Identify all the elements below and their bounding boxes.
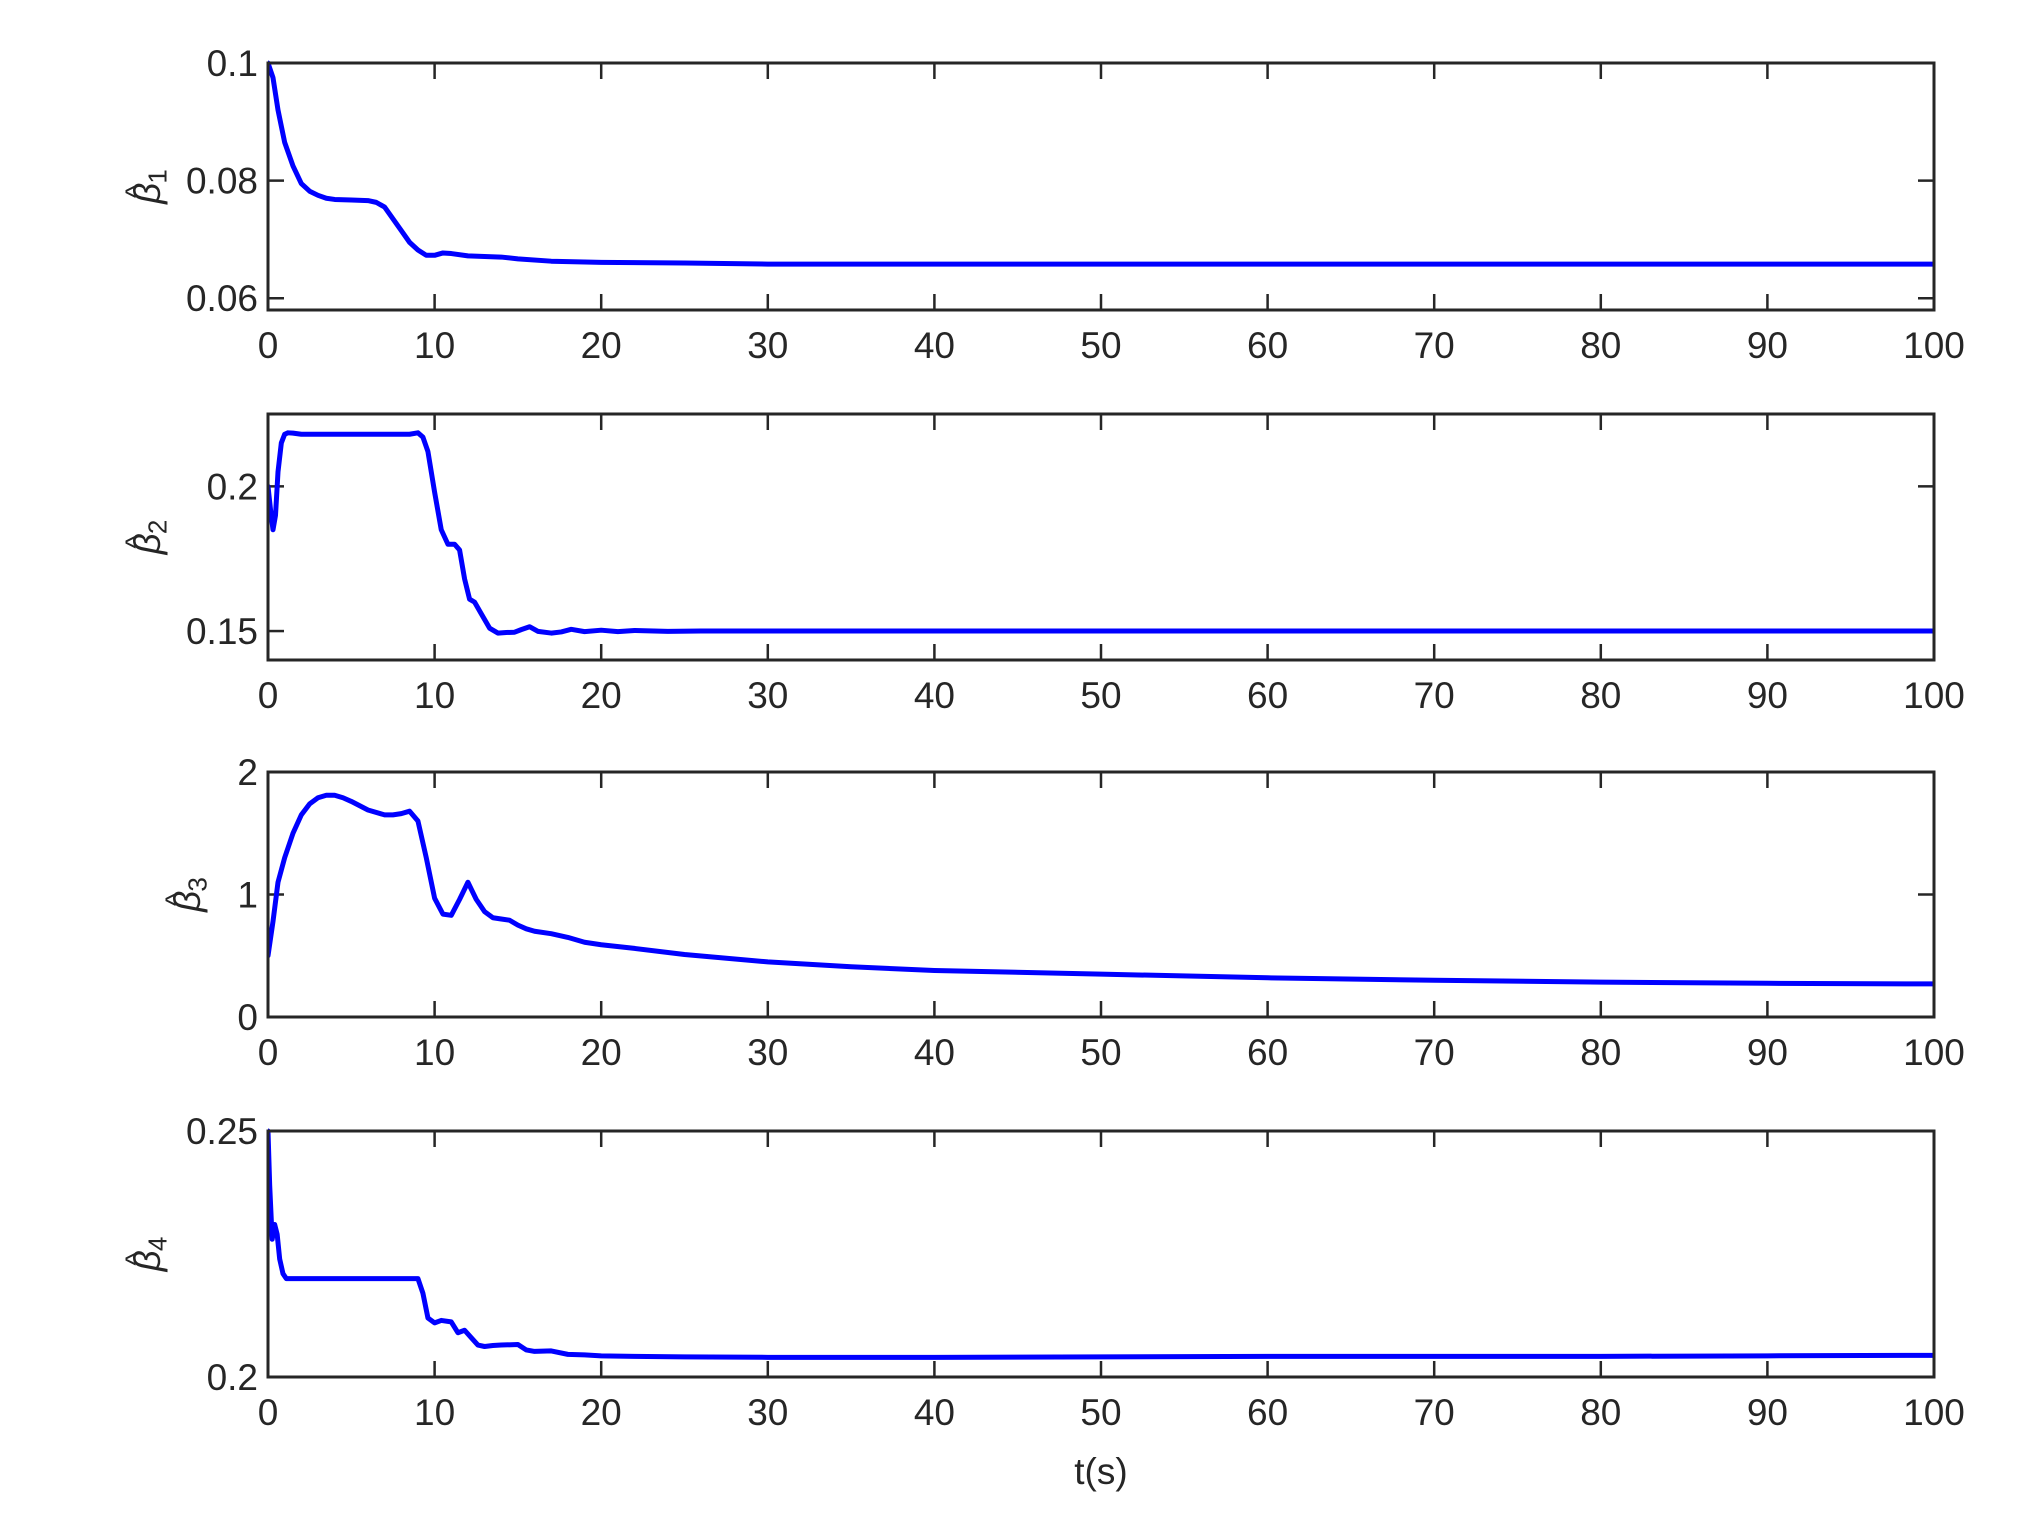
subplot-3: 0 10 20 30 40 50 60 70 80 90 100 0 1 2 β^3 [160, 752, 1965, 1073]
x-tick-label: 60 [1247, 1032, 1288, 1073]
x-tick-label: 20 [581, 1032, 622, 1073]
x-tick-label: 50 [1080, 1392, 1121, 1433]
subplot-1: 0 10 20 30 40 50 60 70 80 90 100 0.06 0.08 0.1 β^1 [120, 43, 1965, 366]
x-tick-label: 0 [258, 675, 279, 716]
series-line-4 [268, 1128, 1934, 1360]
series-line-1 [268, 60, 1934, 267]
x-tick-label: 40 [914, 325, 955, 366]
x-tick-label: 90 [1747, 675, 1788, 716]
x-tick-label: 70 [1414, 675, 1455, 716]
x-tick-label: 90 [1747, 325, 1788, 366]
y-tick-label: 2 [237, 752, 258, 793]
y-tick-label: 0.08 [186, 161, 258, 202]
x-tick-label: 10 [414, 675, 455, 716]
x-tick-label: 90 [1747, 1032, 1788, 1073]
subplot-4: 0 10 20 30 40 50 60 70 80 90 100 0.2 0.25 β^4 t(s) [120, 1111, 1965, 1492]
y-tick-label: 0.25 [186, 1111, 258, 1152]
y-tick-label: 0.06 [186, 278, 258, 319]
x-axis-label: t(s) [1074, 1451, 1127, 1492]
x-tick-label: 30 [747, 1392, 788, 1433]
y-tick-label: 0.15 [186, 611, 258, 652]
x-tick-label: 60 [1247, 675, 1288, 716]
x-tick-label: 100 [1903, 1032, 1965, 1073]
y-axis-label: β^3 [160, 877, 213, 913]
x-tick-label: 20 [581, 675, 622, 716]
series-line-2 [268, 430, 1934, 636]
x-tick-label: 50 [1080, 325, 1121, 366]
x-tick-label: 50 [1080, 675, 1121, 716]
y-axis-label: β^4 [120, 1237, 173, 1273]
x-tick-label: 10 [414, 1032, 455, 1073]
y-tick-label: 0.1 [207, 43, 258, 84]
y-tick-label: 0 [237, 997, 258, 1038]
x-tick-label: 50 [1080, 1032, 1121, 1073]
y-tick-label: 0.2 [207, 1357, 258, 1398]
x-tick-label: 80 [1580, 675, 1621, 716]
axes-frame [266, 770, 1936, 1019]
x-tick-label: 20 [581, 1392, 622, 1433]
axes-frame [266, 412, 1936, 662]
x-tick-label: 100 [1903, 325, 1965, 366]
x-tick-label: 100 [1903, 1392, 1965, 1433]
x-tick-label: 70 [1414, 1392, 1455, 1433]
x-tick-label: 100 [1903, 675, 1965, 716]
x-tick-label: 80 [1580, 1032, 1621, 1073]
series-line-3 [268, 792, 1934, 987]
subplot-2: 0 10 20 30 40 50 60 70 80 90 100 0.15 0.2 β^2 [120, 412, 1965, 716]
x-tick-label: 60 [1247, 1392, 1288, 1433]
x-tick-label: 60 [1247, 325, 1288, 366]
x-tick-label: 0 [258, 1032, 279, 1073]
x-tick-label: 70 [1414, 325, 1455, 366]
x-tick-label: 30 [747, 325, 788, 366]
x-tick-label: 10 [414, 1392, 455, 1433]
x-tick-label: 40 [914, 675, 955, 716]
x-tick-label: 30 [747, 675, 788, 716]
x-tick-label: 0 [258, 325, 279, 366]
x-tick-label: 40 [914, 1032, 955, 1073]
x-tick-label: 80 [1580, 1392, 1621, 1433]
y-tick-label: 0.2 [207, 466, 258, 507]
x-tick-label: 10 [414, 325, 455, 366]
axes-frame [266, 1129, 1936, 1379]
axes-frame [266, 61, 1936, 312]
x-tick-label: 70 [1414, 1032, 1455, 1073]
x-tick-label: 0 [258, 1392, 279, 1433]
x-tick-label: 30 [747, 1032, 788, 1073]
x-tick-label: 90 [1747, 1392, 1788, 1433]
y-tick-label: 1 [237, 875, 258, 916]
x-tick-label: 20 [581, 325, 622, 366]
x-tick-label: 40 [914, 1392, 955, 1433]
y-axis-label: β^1 [120, 169, 173, 205]
y-axis-label: β^2 [120, 520, 173, 556]
x-tick-label: 80 [1580, 325, 1621, 366]
